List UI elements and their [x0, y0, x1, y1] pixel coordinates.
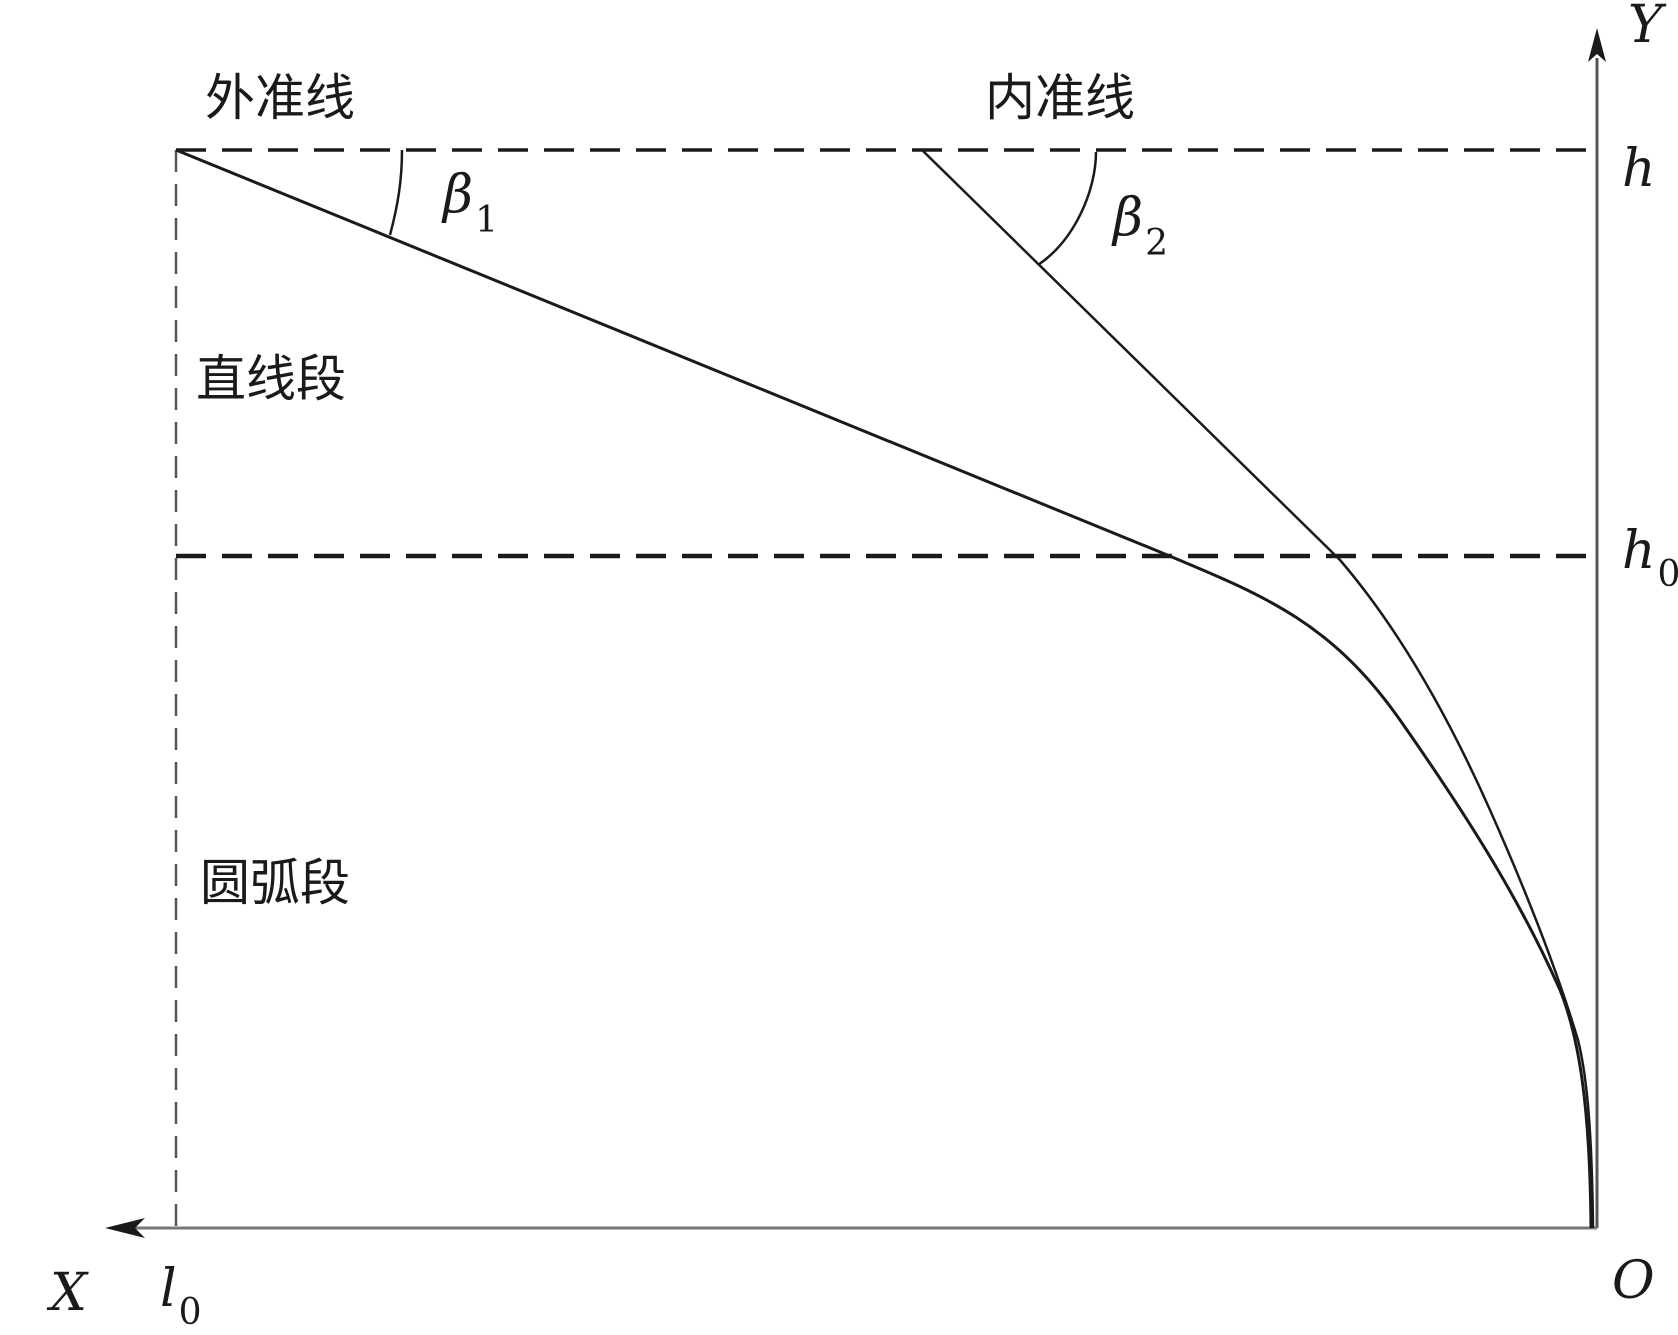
beta1-label: β1 [441, 165, 498, 241]
arc-segment-label: 圆弧段 [200, 854, 350, 912]
x-axis-label: X [46, 1263, 89, 1323]
beta1-angle-arc [388, 149, 404, 236]
x-axis-arrow-icon [105, 1218, 145, 1238]
y-axis-label: Y [1628, 0, 1667, 55]
origin-label: O [1612, 1251, 1655, 1311]
h-label: h [1622, 139, 1656, 199]
inner-profile-curve [921, 149, 1595, 1229]
l0-label: l0 [160, 1259, 202, 1333]
inner-line-label: 内准线 [985, 69, 1135, 127]
y-axis-arrow-icon [1588, 28, 1606, 62]
beta2-angle-arc [1037, 151, 1098, 267]
outer-line-label: 外准线 [205, 69, 355, 127]
straight-segment-label: 直线段 [196, 350, 346, 408]
beta2-label: β2 [1111, 188, 1168, 264]
outer-profile-curve [175, 148, 1593, 1229]
h0-label: h0 [1622, 521, 1678, 595]
